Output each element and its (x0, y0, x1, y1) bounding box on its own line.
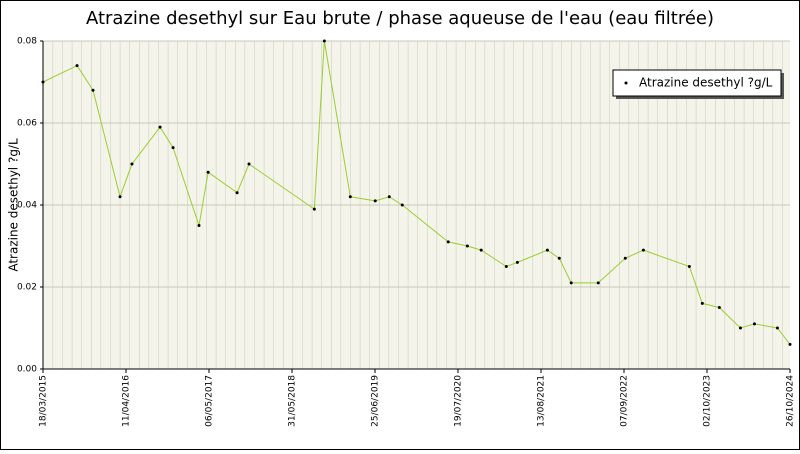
x-tick-label: 26/10/2024 (786, 375, 796, 427)
y-tick-label: 0.04 (17, 201, 37, 211)
data-point (717, 306, 721, 309)
data-point (312, 207, 316, 211)
x-tick-label: 13/08/2021 (537, 375, 547, 427)
data-point (158, 125, 162, 129)
data-point (75, 64, 79, 68)
data-point (91, 88, 95, 92)
data-point (465, 244, 469, 248)
y-tick-label: 0.00 (17, 365, 37, 375)
data-point (322, 39, 326, 43)
data-point (387, 195, 391, 199)
data-point (348, 195, 352, 199)
data-point (373, 199, 377, 203)
chart-title: Atrazine desethyl sur Eau brute / phase … (86, 8, 714, 29)
data-point (557, 256, 561, 260)
x-tick-label: 31/05/2018 (288, 375, 298, 427)
x-tick-label: 19/07/2020 (454, 375, 464, 427)
data-point (641, 248, 645, 252)
data-point (515, 260, 519, 264)
y-axis-label: Atrazine desethyl ?g/L (7, 138, 21, 272)
x-tick-label: 06/05/2017 (205, 375, 215, 427)
legend-box (612, 69, 782, 97)
data-point (235, 191, 239, 195)
y-tick-label: 0.02 (17, 283, 37, 293)
legend-label: Atrazine desethyl ?g/L (639, 76, 773, 90)
legend-marker (624, 81, 628, 85)
data-point (41, 80, 45, 84)
data-point (446, 240, 450, 244)
data-point (752, 322, 756, 326)
data-point (206, 170, 210, 174)
data-point (118, 195, 122, 199)
data-point (479, 248, 483, 252)
data-point (623, 256, 627, 260)
data-point (400, 203, 404, 207)
x-tick-label: 25/06/2019 (371, 375, 381, 427)
data-point (569, 281, 573, 285)
y-tick-label: 0.06 (17, 119, 37, 129)
data-point (775, 326, 779, 330)
data-point (171, 146, 175, 150)
x-tick-label: 11/04/2016 (122, 375, 132, 427)
data-point (504, 265, 508, 268)
data-point (197, 224, 201, 227)
data-point (247, 162, 251, 166)
data-point (687, 265, 691, 268)
data-point (545, 248, 549, 252)
y-tick-label: 0.08 (17, 37, 37, 47)
data-point (596, 281, 600, 285)
x-tick-label: 18/03/2015 (39, 375, 49, 427)
data-point (130, 162, 134, 166)
data-point (788, 342, 792, 346)
x-tick-label: 07/09/2022 (620, 375, 630, 427)
data-point (700, 301, 704, 305)
x-tick-label: 02/10/2023 (703, 375, 713, 427)
data-point (738, 326, 742, 330)
